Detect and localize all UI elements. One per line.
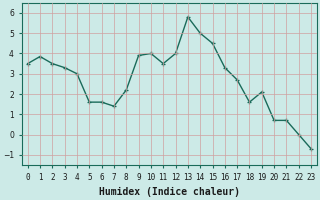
X-axis label: Humidex (Indice chaleur): Humidex (Indice chaleur) <box>99 187 240 197</box>
